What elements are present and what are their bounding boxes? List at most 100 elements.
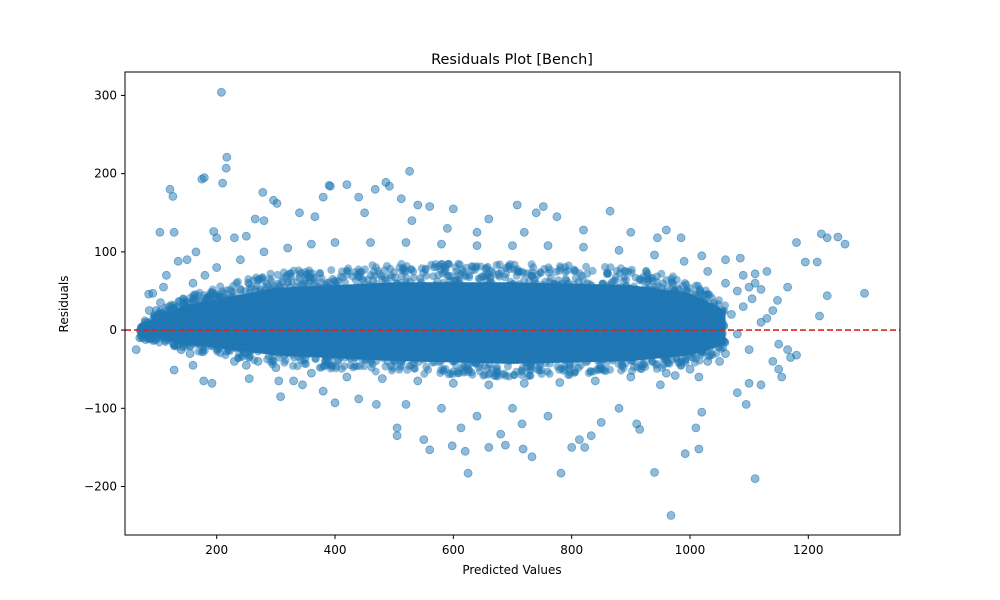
scatter-point bbox=[365, 350, 374, 359]
scatter-point bbox=[212, 263, 222, 272]
scatter-point bbox=[531, 331, 540, 340]
scatter-point bbox=[639, 359, 648, 368]
scatter-point bbox=[792, 350, 801, 360]
scatter-point bbox=[721, 255, 730, 265]
scatter-point bbox=[250, 214, 260, 224]
scatter-point bbox=[678, 311, 687, 320]
scatter-point bbox=[188, 316, 197, 325]
scatter-point bbox=[650, 467, 659, 477]
scatter-point bbox=[762, 266, 772, 276]
scatter-point bbox=[218, 178, 228, 188]
scatter-point bbox=[298, 281, 307, 290]
scatter-point bbox=[522, 358, 530, 367]
scatter-point bbox=[330, 398, 340, 408]
scatter-point bbox=[596, 417, 606, 427]
scatter-point bbox=[656, 346, 664, 355]
scatter-point bbox=[629, 343, 638, 352]
scatter-point bbox=[714, 312, 723, 321]
scatter-point bbox=[488, 306, 497, 315]
scatter-point bbox=[603, 269, 612, 278]
scatter-point bbox=[494, 292, 503, 301]
scatter-point bbox=[437, 357, 445, 366]
scatter-point bbox=[774, 364, 784, 374]
scatter-point bbox=[493, 341, 502, 350]
scatter-point bbox=[317, 274, 326, 283]
scatter-point bbox=[293, 317, 302, 325]
scatter-point bbox=[356, 282, 365, 291]
scatter-point bbox=[648, 357, 657, 366]
scatter-point bbox=[579, 225, 588, 235]
scatter-point bbox=[140, 316, 149, 325]
scatter-point bbox=[368, 261, 377, 270]
scatter-point bbox=[188, 360, 198, 370]
scatter-point bbox=[384, 330, 393, 339]
scatter-point bbox=[773, 295, 782, 305]
scatter-point bbox=[500, 335, 509, 344]
scatter-point bbox=[840, 239, 850, 249]
scatter-point bbox=[200, 320, 208, 329]
scatter-point bbox=[630, 282, 639, 291]
scatter-point bbox=[370, 184, 380, 194]
scatter-point bbox=[363, 313, 372, 322]
scatter-point bbox=[335, 289, 344, 298]
scatter-point bbox=[569, 298, 578, 307]
scatter-point bbox=[565, 312, 574, 320]
scatter-point bbox=[379, 302, 387, 311]
scatter-point bbox=[756, 317, 766, 327]
scatter-point bbox=[617, 366, 626, 375]
scatter-point bbox=[383, 262, 391, 270]
scatter-point bbox=[565, 350, 574, 359]
scatter-point bbox=[360, 208, 370, 218]
scatter-point bbox=[365, 281, 374, 289]
scatter-point bbox=[335, 324, 344, 333]
scatter-point bbox=[698, 347, 706, 356]
scatter-point bbox=[606, 330, 615, 339]
scatter-point bbox=[669, 272, 677, 281]
scatter-point bbox=[194, 347, 203, 356]
scatter-point bbox=[565, 370, 574, 379]
scatter-point bbox=[366, 271, 375, 280]
scatter-point bbox=[714, 300, 723, 309]
scatter-point bbox=[777, 372, 787, 382]
scatter-point bbox=[164, 333, 174, 343]
scatter-point bbox=[612, 267, 621, 275]
scatter-point bbox=[556, 264, 565, 273]
scatter-point bbox=[705, 291, 714, 299]
scatter-point bbox=[679, 256, 689, 266]
scatter-point bbox=[229, 356, 239, 366]
scatter-point bbox=[508, 241, 517, 251]
scatter-point bbox=[617, 317, 626, 326]
scatter-point bbox=[390, 268, 399, 277]
scatter-point bbox=[351, 301, 360, 310]
scatter-point bbox=[401, 399, 411, 409]
scatter-point bbox=[326, 361, 335, 370]
scatter-point bbox=[648, 273, 657, 282]
scatter-point bbox=[276, 311, 285, 320]
scatter-point bbox=[388, 364, 397, 373]
scatter-point bbox=[536, 269, 545, 277]
scatter-point bbox=[626, 227, 636, 237]
scatter-point bbox=[546, 284, 555, 293]
scatter-point bbox=[506, 348, 514, 357]
scatter-point bbox=[292, 332, 301, 341]
x-tick-label: 800 bbox=[560, 543, 583, 557]
scatter-point bbox=[461, 287, 470, 296]
scatter-point bbox=[709, 316, 718, 325]
scatter-point bbox=[456, 423, 466, 433]
scatter-point bbox=[547, 352, 556, 361]
scatter-point bbox=[501, 273, 509, 282]
scatter-point bbox=[207, 342, 216, 351]
scatter-point bbox=[417, 280, 426, 289]
scatter-point bbox=[159, 282, 168, 292]
scatter-point bbox=[774, 339, 784, 349]
scatter-point bbox=[468, 297, 477, 306]
scatter-point bbox=[720, 322, 729, 331]
scatter-point bbox=[271, 363, 281, 373]
scatter-point bbox=[463, 468, 473, 478]
scatter-point bbox=[487, 293, 496, 302]
scatter-point bbox=[413, 376, 423, 386]
scatter-point bbox=[532, 355, 541, 364]
scatter-point bbox=[815, 311, 824, 321]
scatter-point bbox=[472, 411, 482, 421]
scatter-point bbox=[441, 365, 450, 374]
